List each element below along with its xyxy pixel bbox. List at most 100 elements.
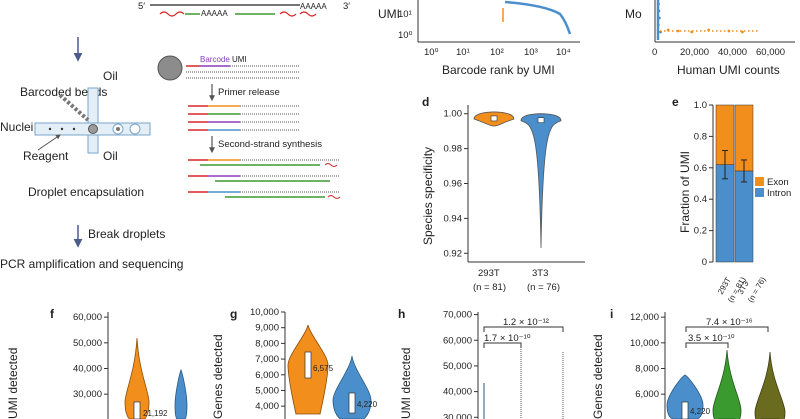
panel-f-box — [133, 401, 141, 419]
panel-g: g Genes detected 4,000 5,000 6,000 7,000 8,0… — [211, 307, 378, 419]
panel-h-ytick-4: 70,000 — [443, 310, 472, 321]
panel-i-ytick-4: 12,000 — [630, 312, 659, 323]
nucleus-1 — [48, 127, 52, 131]
barcoded-beads-label: Barcoded beads — [20, 85, 107, 99]
primer-release-label: Primer release — [218, 87, 280, 98]
legend-intron-label: Intron — [767, 188, 791, 199]
panel-d-ytick-1: 0.94 — [444, 213, 463, 224]
bead-channel — [58, 93, 90, 122]
panel-b: UMI 10¹ 10⁰ 10⁰ 10¹ 10² 10³ 10⁴ Barcode … — [378, 0, 580, 77]
panel-d-violins — [473, 111, 562, 249]
panel-d-ytick-3: 0.98 — [444, 144, 463, 155]
panel-i-yticks: 6,000 8,000 10,000 12,000 — [630, 312, 665, 400]
five-prime-label: 5′ — [138, 1, 145, 12]
panel-e-bar-intron-1 — [734, 170, 754, 263]
panel-h-yticks: 30,000 40,000 50,000 60,000 70,000 — [443, 310, 478, 419]
panel-d-ytick-0: 0.92 — [444, 248, 463, 259]
panel-i-violin-green — [712, 349, 742, 419]
panel-h: h UMI detected 30,000 40,000 50,000 60,000 7… — [398, 307, 564, 419]
panel-c: Mo 0 20,000 40,000 60,000 Human UMI coun… — [625, 0, 795, 77]
panel-e-ytick-3: 0.6 — [694, 163, 707, 174]
panel-e-ytick-1: 0.2 — [694, 226, 707, 237]
panel-e-label: e — [672, 95, 679, 109]
panel-h-pvalue-0: 1.2 × 10⁻¹² — [503, 317, 549, 328]
bead-icon — [157, 55, 183, 81]
panel-e-ytick-2: 0.4 — [694, 194, 707, 205]
second-strand-products — [188, 159, 341, 199]
panel-g-label: g — [230, 307, 237, 321]
panel-g-ytick-2: 5,000 — [255, 385, 279, 396]
panel-g-ytick-4: 7,000 — [255, 354, 279, 365]
panel-f-violin-orange — [124, 337, 150, 419]
panel-d-n-0: (n = 81) — [473, 282, 506, 293]
panel-d-box-0 — [490, 115, 498, 122]
panel-c-xtick-0: 0 — [652, 47, 657, 58]
reagent-arrow — [37, 134, 61, 151]
panel-d-cat-0: 293T — [478, 268, 500, 279]
panel-b-xtick-2: 10² — [490, 47, 504, 58]
panel-i-violin-blue — [666, 374, 704, 419]
panel-i: i Genes detected 6,0008,00010,00012,000 … — [591, 307, 786, 419]
panel-h-pvalue-1: 1.7 × 10⁻¹⁰ — [484, 333, 531, 344]
panel-f-ytick-3: 50,000 — [73, 338, 102, 349]
panel-c-xtick-1: 20,000 — [680, 47, 709, 58]
oil-top-label: Oil — [103, 69, 118, 83]
panel-d-label: d — [422, 95, 429, 109]
panel-i-median-label: 4,220 — [690, 407, 711, 416]
nucleus-3 — [72, 127, 76, 131]
oil-channel-bottom — [87, 134, 99, 154]
panel-i-ytick-2: 8,000 — [635, 364, 659, 375]
panel-b-xtick-4: 10⁴ — [556, 47, 571, 58]
panel-b-xtick-3: 10³ — [524, 47, 538, 58]
panel-c-xtick-3: 60,000 — [756, 47, 785, 58]
panel-b-ylabel: UMI — [378, 7, 400, 21]
polya-mid-1: AAAAA — [201, 9, 228, 18]
panel-d-violin-1 — [520, 113, 562, 249]
pcr-label: PCR amplification and sequencing — [0, 257, 183, 271]
panel-d-cat-1: 3T3 — [532, 268, 548, 279]
panel-i-label: i — [610, 307, 613, 321]
panel-c-ylabel: Mo — [625, 7, 642, 21]
panel-i-box — [681, 401, 689, 419]
panel-h-bracket-inner — [483, 342, 522, 348]
panel-i-pvalue-1: 3.5 × 10⁻¹⁰ — [688, 333, 735, 344]
panel-h-ytick-1: 40,000 — [443, 387, 472, 398]
panel-i-pvalue-0: 7.4 × 10⁻¹⁶ — [706, 317, 753, 328]
panel-d-n-1: (n = 76) — [527, 282, 560, 293]
panel-g-median-label-0: 6,575 — [313, 364, 334, 373]
droplet-encapsulation-label: Droplet encapsulation — [28, 185, 144, 199]
panel-c-xtick-2: 40,000 — [718, 47, 747, 58]
panel-e-ylabel: Fraction of UMI — [678, 151, 692, 233]
droplet-2 — [129, 123, 141, 135]
panel-g-violin-blue — [332, 355, 372, 419]
panel-f-yticks: 30,000 40,000 50,000 60,000 — [73, 312, 108, 400]
panel-f-ytick-4: 60,000 — [73, 312, 102, 323]
panel-e-yticks: 0 0.2 0.4 0.6 0.8 1.0 — [694, 100, 713, 268]
panel-h-ytick-3: 60,000 — [443, 335, 472, 346]
panel-i-bracket-inner — [685, 342, 729, 348]
red-fragment-2 — [279, 11, 297, 17]
nucleus-2 — [60, 127, 64, 131]
panel-b-ytick-1: 10¹ — [398, 9, 412, 20]
panel-f-ytick-2: 40,000 — [73, 364, 102, 375]
panel-h-ytick-2: 50,000 — [443, 361, 472, 372]
released-primers — [188, 105, 300, 131]
panel-d: d Species specificity 0.92 0.94 0.96 0.98 1.… — [421, 95, 585, 293]
droplet-bead-1 — [116, 127, 120, 131]
panel-d-ytick-4: 1.00 — [444, 109, 463, 120]
red-fragment-3 — [299, 11, 317, 17]
panel-e: e Fraction of UMI 00.20.40.60.81.0 293T … — [672, 95, 791, 304]
workflow-panel: 5′ 3′ AAAAA AAAAA Barcoded beads Oil Nuc… — [0, 1, 350, 271]
panel-g-ytick-6: 9,000 — [255, 323, 279, 334]
panel-c-xlabel: Human UMI counts — [677, 63, 780, 77]
legend-exon-label: Exon — [767, 177, 789, 188]
panel-e-n-1: (n = 76) — [746, 275, 768, 304]
panel-e-ytick-5: 1.0 — [694, 100, 707, 111]
panel-h-ylabel: UMI detected — [399, 348, 413, 419]
panel-g-median-label-1: 4,220 — [357, 400, 378, 409]
umi-label: UMI — [232, 55, 247, 64]
barcode-label: Barcode — [200, 55, 230, 64]
panel-h-label: h — [398, 307, 405, 321]
oil-bottom-label: Oil — [103, 149, 118, 163]
